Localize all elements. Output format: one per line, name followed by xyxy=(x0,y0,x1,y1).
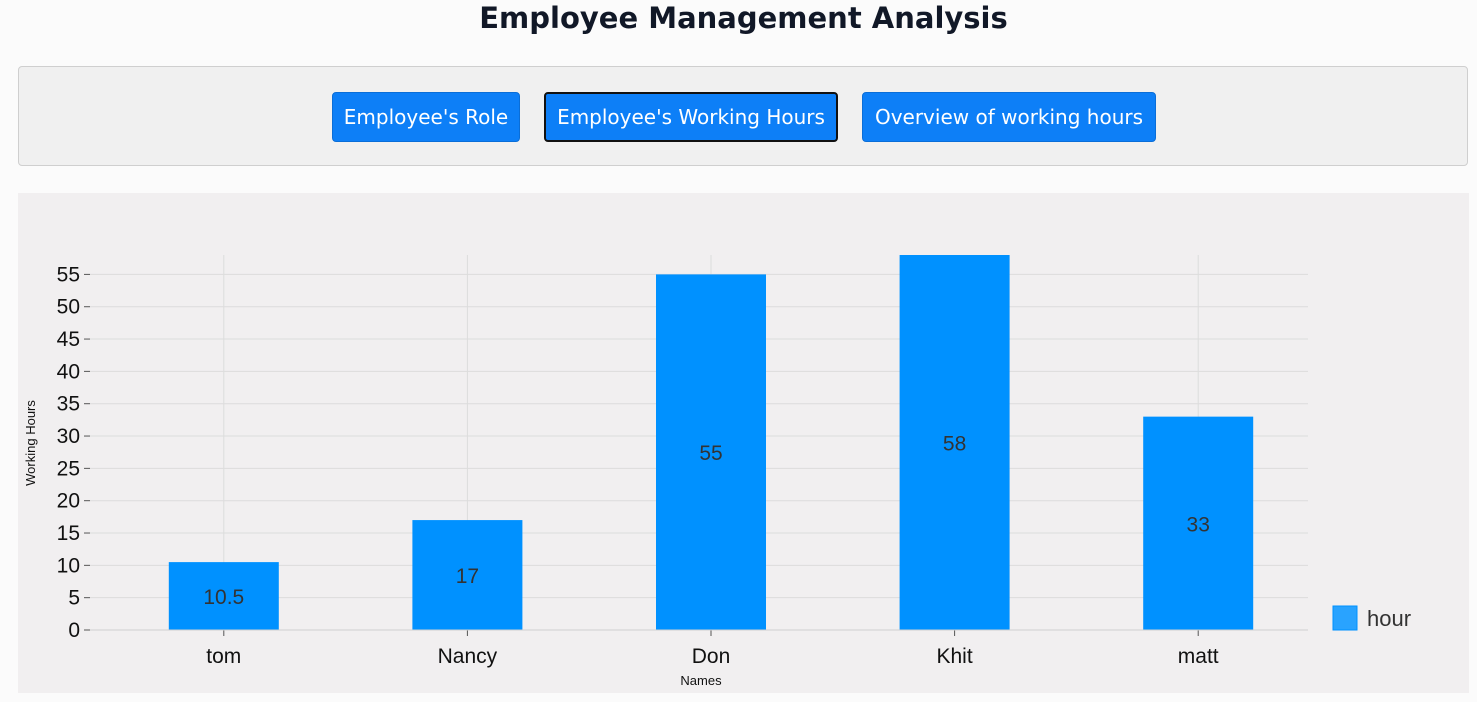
y-tick-label: 50 xyxy=(57,296,80,319)
y-tick-label: 20 xyxy=(57,490,80,513)
chart-panel: 10.5 17 55 58 33 0 5 10 15 20 25 30 35 40 45 50 55 tom Na… xyxy=(18,193,1469,693)
bar[interactable] xyxy=(168,562,279,630)
y-tick-label: 15 xyxy=(57,522,80,545)
overview-working-hours-button[interactable]: Overview of working hours xyxy=(862,92,1156,142)
x-tick-label: matt xyxy=(1178,645,1219,668)
y-tick-label: 40 xyxy=(57,360,80,383)
y-tick-label: 55 xyxy=(57,263,80,286)
page-title: Employee Management Analysis xyxy=(479,1,1008,35)
y-tick-label: 5 xyxy=(68,587,80,610)
bar[interactable] xyxy=(899,255,1010,630)
x-tick-label: Nancy xyxy=(438,645,498,668)
bar-data-label: 58 xyxy=(943,433,966,456)
employee-role-button[interactable]: Employee's Role xyxy=(332,92,520,142)
bar-data-label: 33 xyxy=(1187,513,1210,536)
bar-data-label: 10.5 xyxy=(203,586,244,609)
y-tick-label: 10 xyxy=(57,554,80,577)
bar-chart: 10.5 17 55 58 33 0 5 10 15 20 25 30 35 40 45 50 55 tom Na… xyxy=(23,255,1411,688)
y-tick-label: 30 xyxy=(57,425,80,448)
y-axis-title: Working Hours xyxy=(23,400,38,486)
button-panel: Employee's Role Employee's Working Hours… xyxy=(18,66,1468,166)
bar[interactable] xyxy=(412,520,523,630)
legend-label: hour xyxy=(1367,606,1411,631)
y-tick-label: 35 xyxy=(57,393,80,416)
bar[interactable] xyxy=(656,274,766,630)
bars: 10.5 17 55 58 33 xyxy=(168,255,1254,630)
y-tick-label: 0 xyxy=(68,619,80,642)
bar-data-label: 17 xyxy=(456,565,479,588)
x-tick-label: Khit xyxy=(937,645,973,668)
y-tick-label: 45 xyxy=(57,328,80,351)
legend[interactable]: hour xyxy=(1332,605,1411,631)
axes: 0 5 10 15 20 25 30 35 40 45 50 55 tom Nancy Don Khit mat… xyxy=(57,263,1308,668)
x-tick-label: Don xyxy=(692,645,731,668)
x-tick-label: tom xyxy=(206,645,241,668)
y-tick-label: 25 xyxy=(57,457,80,480)
bar-data-label: 55 xyxy=(699,442,722,465)
bar[interactable] xyxy=(1143,416,1254,630)
x-axis-title: Names xyxy=(680,673,722,688)
employee-working-hours-button[interactable]: Employee's Working Hours xyxy=(544,92,838,142)
legend-swatch xyxy=(1332,605,1358,631)
